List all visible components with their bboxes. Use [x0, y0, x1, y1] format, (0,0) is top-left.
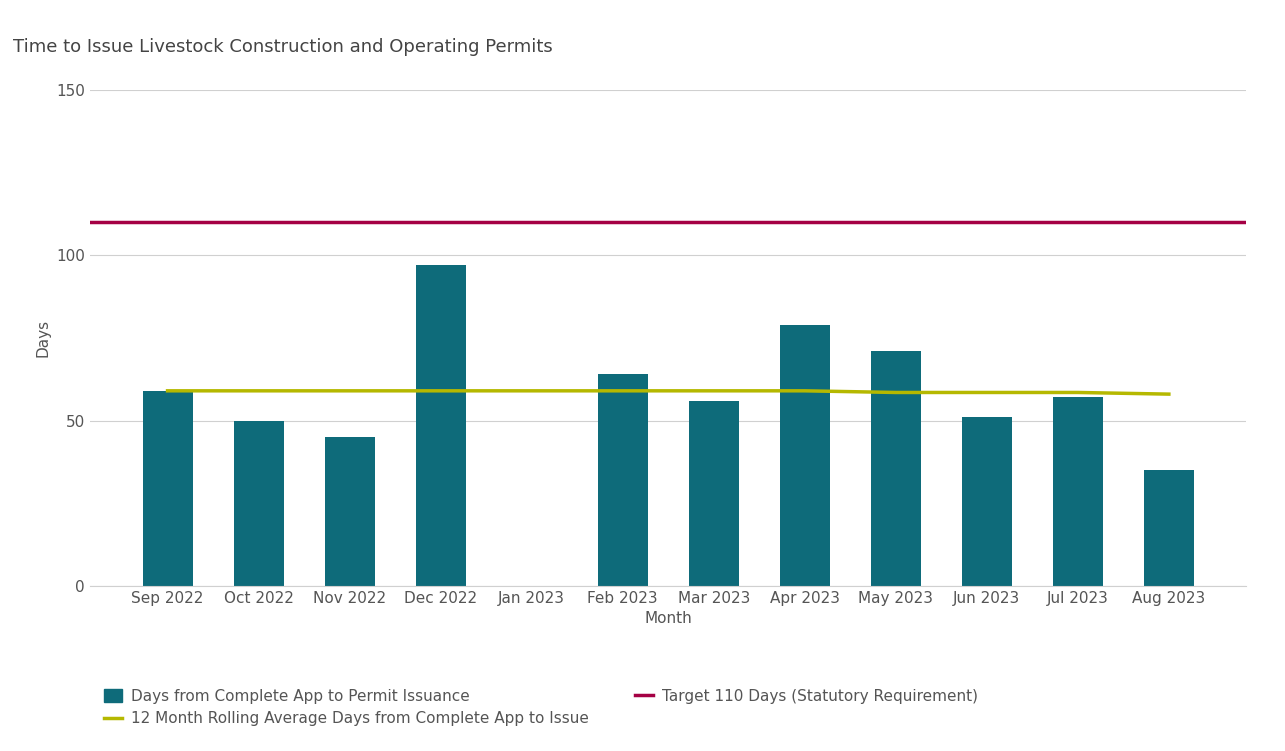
Bar — [871, 351, 921, 586]
Bar — [780, 324, 830, 586]
Y-axis label: Days: Days — [36, 319, 50, 357]
Bar — [689, 401, 739, 586]
Bar — [234, 421, 284, 586]
Bar — [325, 437, 375, 586]
Bar — [598, 374, 648, 586]
Bar — [415, 265, 465, 586]
Bar — [1144, 470, 1194, 586]
Text: Time to Issue Livestock Construction and Operating Permits: Time to Issue Livestock Construction and… — [13, 38, 553, 56]
Bar — [143, 391, 193, 586]
X-axis label: Month: Month — [644, 611, 693, 626]
Bar — [961, 418, 1011, 586]
Bar — [1052, 397, 1103, 586]
Legend: Days from Complete App to Permit Issuance, 12 Month Rolling Average Days from Co: Days from Complete App to Permit Issuanc… — [98, 683, 984, 732]
